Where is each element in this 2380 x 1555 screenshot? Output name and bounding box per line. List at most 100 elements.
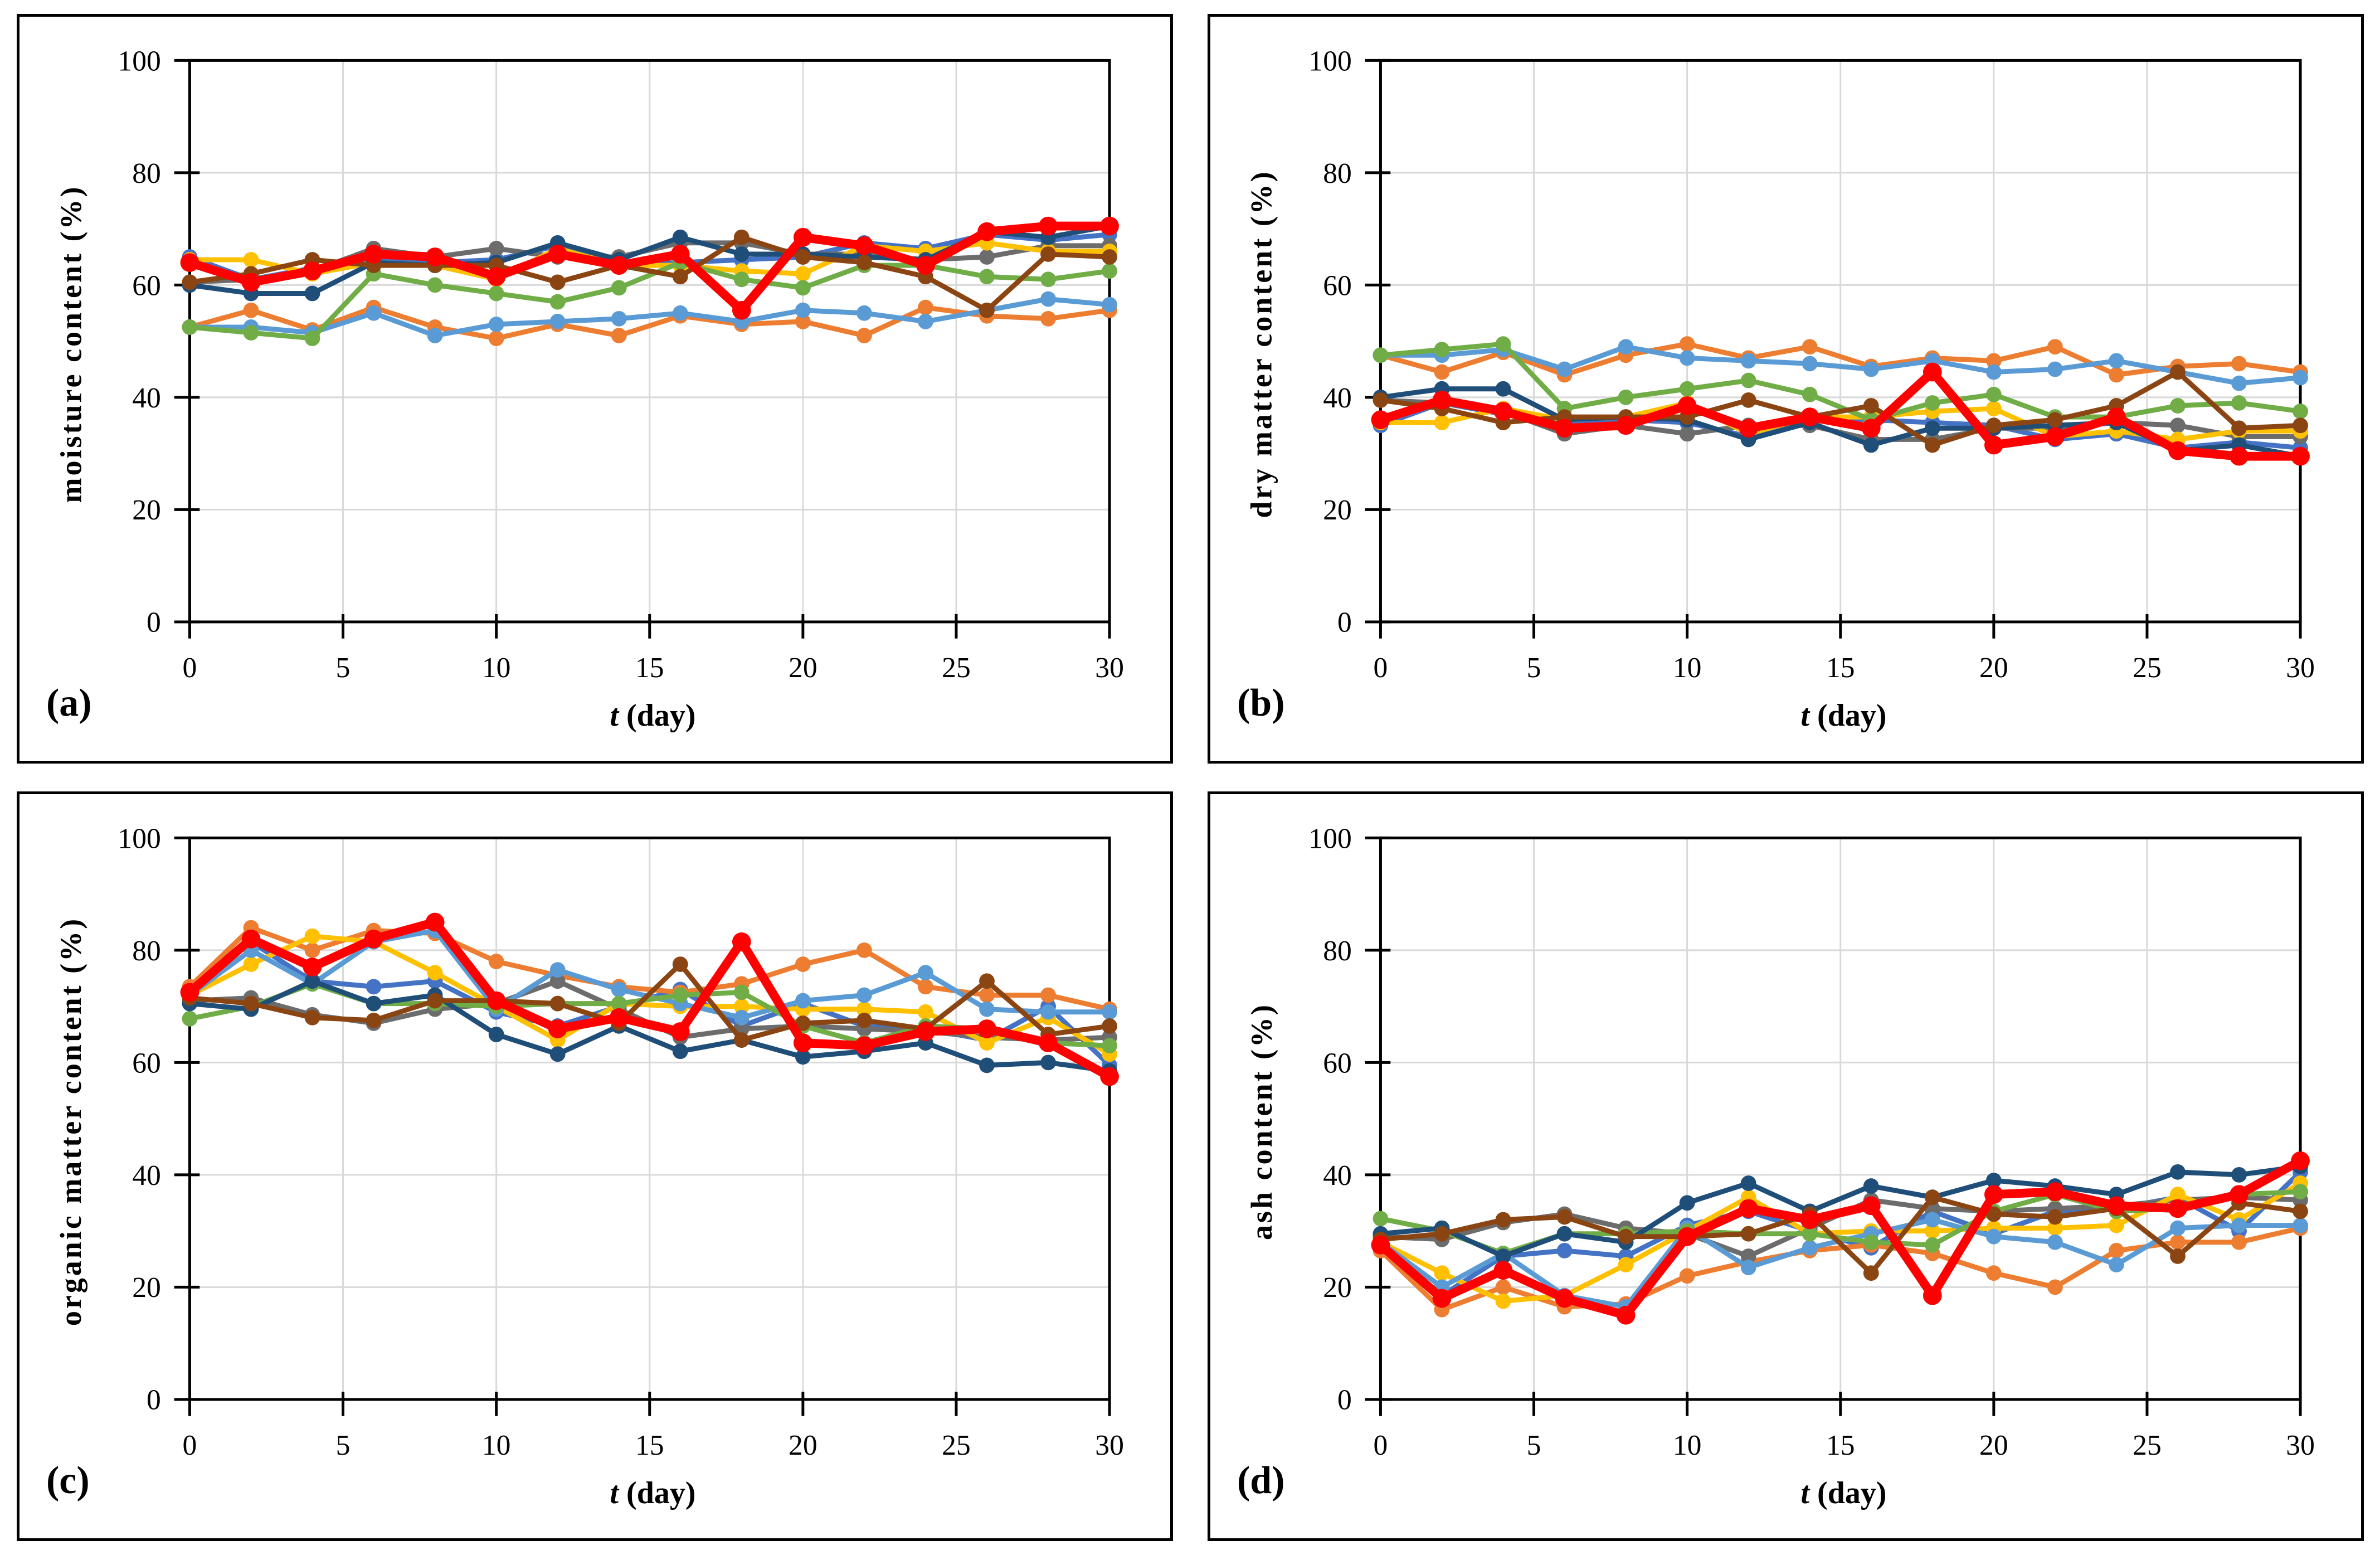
- series-marker-orange: [1802, 339, 1818, 355]
- series-marker-brown: [1618, 1228, 1634, 1245]
- series-marker-orange: [2109, 367, 2124, 383]
- series-marker-green: [1102, 1038, 1117, 1054]
- series-marker-red: [425, 247, 445, 266]
- series-marker-gray: [488, 241, 504, 256]
- series-marker-red: [1039, 1033, 1058, 1053]
- series-marker-brown: [1924, 437, 1940, 453]
- series-marker-brown: [2293, 1203, 2308, 1219]
- series-marker-lightblue: [2047, 1234, 2063, 1250]
- x-tick-label: 5: [336, 652, 351, 684]
- series-marker-brown: [2170, 364, 2186, 380]
- series-line-red: [1376, 367, 2305, 461]
- series-marker-green: [488, 285, 504, 302]
- y-tick-label: 20: [1323, 1272, 1352, 1304]
- x-axis-title-d: t (day): [1380, 1475, 2307, 1511]
- y-tick-label: 0: [1337, 607, 1352, 639]
- series-marker-red: [1861, 419, 1881, 438]
- series-line-navy: [187, 978, 1112, 1073]
- series-marker-red: [1493, 1261, 1513, 1280]
- y-tick-label: 40: [1323, 382, 1352, 414]
- series-marker-gold: [243, 956, 259, 972]
- series-marker-navy: [488, 1027, 504, 1042]
- series-marker-navy: [1985, 1173, 2002, 1188]
- series-marker-red: [1984, 435, 2003, 455]
- series-marker-navy: [672, 229, 688, 245]
- series-marker-brown: [672, 956, 688, 972]
- series-marker-lightblue: [1985, 364, 2002, 380]
- chart-panel-d: 0 20 40 60 80 100 0 5 10 15 20 25 30 ash content (%)…: [1208, 791, 2364, 1541]
- series-marker-gold: [427, 965, 443, 981]
- y-axis-title-c: organic matter content (%): [54, 916, 87, 1326]
- series-marker-red: [1861, 1196, 1881, 1216]
- series-marker-red: [364, 929, 383, 949]
- series-marker-green: [611, 995, 627, 1012]
- series-marker-brown: [2293, 417, 2308, 434]
- x-tick-label: 15: [1826, 1430, 1855, 1461]
- series-marker-red: [793, 227, 812, 247]
- series-marker-red: [670, 245, 690, 264]
- y-tick-label: 40: [132, 382, 161, 414]
- y-tick-label: 80: [1323, 935, 1352, 967]
- series-marker-lightblue: [2047, 361, 2063, 377]
- series-marker-green: [1802, 1226, 1818, 1242]
- series-marker-brown: [1102, 1018, 1117, 1034]
- series-marker-red: [2046, 1182, 2065, 1201]
- series-line-green: [1378, 341, 2303, 422]
- x-tick-label: 0: [183, 652, 197, 684]
- y-tick-label: 0: [147, 607, 161, 639]
- y-axis-title-a: moisture content (%): [54, 184, 87, 503]
- x-tick-label: 20: [1979, 652, 2008, 684]
- x-axis-title-a: t (day): [189, 698, 1116, 733]
- series-marker-navy: [1863, 437, 1879, 453]
- series-marker-green: [2231, 395, 2247, 411]
- series-marker-green: [304, 331, 320, 346]
- series-marker-red: [1923, 362, 1942, 382]
- series-marker-orange: [1985, 1265, 2002, 1281]
- series-marker-gray: [2170, 417, 2186, 434]
- series-marker-lightblue: [733, 1009, 749, 1026]
- series-marker-orange: [1434, 364, 1450, 380]
- series-marker-green: [733, 271, 749, 288]
- series-marker-orange: [1495, 1279, 1511, 1295]
- series-marker-red: [1677, 396, 1697, 415]
- series-marker-orange: [2047, 1279, 2063, 1295]
- series-marker-brown: [549, 274, 566, 290]
- series-marker-lightblue: [795, 993, 811, 1009]
- series-marker-green: [733, 984, 749, 1000]
- series-marker-brown: [1863, 398, 1879, 414]
- series-marker-orange: [1985, 353, 2002, 369]
- series-marker-navy: [733, 246, 749, 262]
- series-marker-lightblue: [2170, 1220, 2186, 1236]
- x-axis-variable: t: [1800, 1476, 1810, 1510]
- series-marker-red: [1371, 410, 1390, 430]
- x-tick-label: 25: [942, 1430, 971, 1461]
- series-marker-gray: [549, 973, 566, 989]
- series-marker-gold: [795, 266, 811, 282]
- series-marker-brown: [1040, 246, 1056, 262]
- series-marker-green: [1740, 372, 1756, 388]
- series-marker-navy: [1679, 1195, 1695, 1211]
- series-marker-orange: [611, 328, 627, 343]
- series-marker-lightblue: [1102, 297, 1117, 313]
- series-marker-lightblue: [856, 305, 872, 321]
- series-marker-navy: [1556, 1226, 1573, 1242]
- chart-panel-a: 0 20 40 60 80 100 0 5 10 15 20 25 30 moisture conten…: [17, 14, 1173, 764]
- series-marker-orange: [856, 942, 872, 958]
- series-marker-lightblue: [2231, 1217, 2247, 1233]
- series-marker-gold: [2109, 1217, 2124, 1233]
- y-tick-label: 20: [132, 1272, 161, 1304]
- series-marker-brown: [979, 973, 995, 989]
- chart-plot-a: 0 20 40 60 80 100 0 5 10 15 20 25 30: [118, 45, 1123, 684]
- series-marker-blue: [366, 979, 382, 995]
- series-marker-lightblue: [1924, 1212, 1940, 1228]
- series-marker-red: [2291, 1151, 2310, 1170]
- x-tick-label: 10: [482, 652, 511, 684]
- series-marker-gold: [243, 252, 259, 268]
- x-tick-label: 30: [1095, 1430, 1124, 1461]
- series-marker-red: [916, 256, 935, 275]
- y-axis-title-b: dry matter content (%): [1245, 169, 1278, 518]
- series-marker-red: [1923, 1286, 1942, 1305]
- series-marker-lightblue: [979, 1001, 995, 1017]
- series-marker-red: [1677, 1227, 1697, 1246]
